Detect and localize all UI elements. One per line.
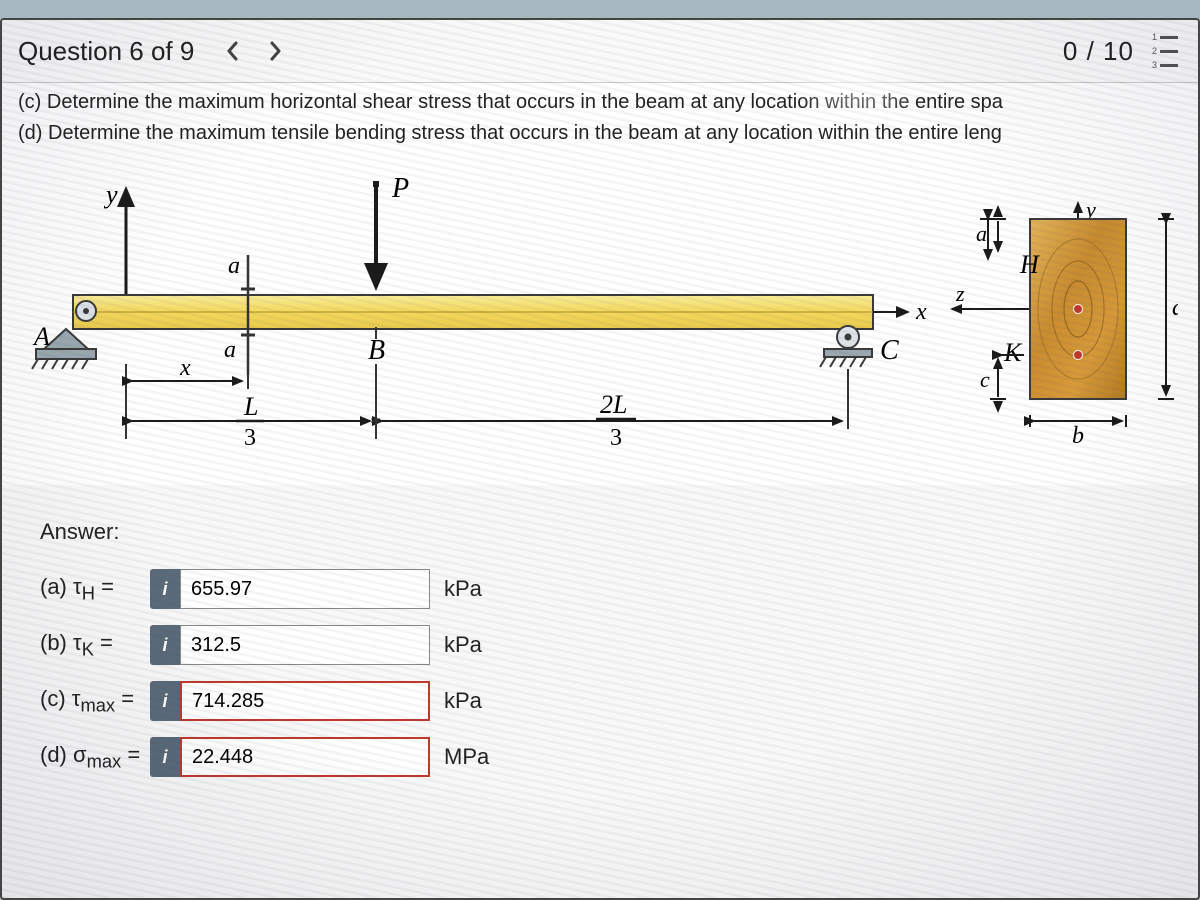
- answer-unit: kPa: [444, 632, 482, 658]
- beam-figure: y P x a a: [18, 159, 1182, 469]
- label-A: A: [32, 322, 50, 351]
- label-L3-top: L: [243, 392, 258, 421]
- label-c-cs: c: [980, 367, 990, 392]
- answer-input[interactable]: [180, 569, 430, 609]
- label-L3-bot: 3: [244, 425, 256, 451]
- question-nav: [218, 36, 290, 66]
- label-x-dim: x: [179, 355, 191, 381]
- svg-text:*: *: [370, 411, 381, 436]
- question-text-c: (c) Determine the maximum horizontal she…: [18, 89, 1182, 116]
- answer-unit: kPa: [444, 576, 482, 602]
- label-a-bot: a: [224, 337, 236, 363]
- info-icon[interactable]: i: [150, 681, 180, 721]
- answer-row: (c) τmax =i kPa: [40, 681, 1182, 721]
- answer-input[interactable]: [180, 737, 430, 777]
- label-2L3-bot: 3: [610, 425, 622, 451]
- label-d: d: [1172, 295, 1178, 321]
- label-H: H: [1019, 250, 1040, 279]
- label-z: z: [955, 281, 965, 306]
- label-B: B: [368, 335, 385, 366]
- support-C: [820, 326, 872, 367]
- label-x-axis: x: [915, 299, 927, 325]
- chevron-right-icon: [267, 41, 283, 61]
- question-header: Question 6 of 9 0 / 10 1 2 3: [2, 20, 1198, 83]
- label-a-cs: a: [976, 221, 987, 246]
- label-2L3-top: 2L: [600, 390, 627, 419]
- label-b: b: [1072, 423, 1084, 449]
- menu-button[interactable]: 1 2 3: [1148, 28, 1182, 74]
- answer-key: (b) τK =: [40, 630, 150, 660]
- answer-unit: kPa: [444, 688, 482, 714]
- chevron-left-icon: [225, 41, 241, 61]
- answer-row: (d) σmax =i MPa: [40, 737, 1182, 777]
- label-a-top: a: [228, 253, 240, 279]
- answer-row: (b) τK =i kPa: [40, 625, 1182, 665]
- answer-heading: Answer:: [40, 519, 1182, 545]
- label-P: P: [391, 173, 409, 204]
- question-title: Question 6 of 9: [18, 36, 194, 67]
- answer-input[interactable]: [180, 625, 430, 665]
- app-frame: Question 6 of 9 0 / 10 1 2 3 (c) Determi…: [0, 18, 1200, 900]
- info-icon[interactable]: i: [150, 569, 180, 609]
- label-K: K: [1003, 338, 1023, 367]
- label-C: C: [880, 335, 899, 366]
- question-text-d: (d) Determine the maximum tensile bendin…: [18, 120, 1182, 147]
- answer-key: (c) τmax =: [40, 686, 150, 716]
- score-display: 0 / 10: [1063, 36, 1134, 67]
- answer-unit: MPa: [444, 744, 489, 770]
- question-body: (c) Determine the maximum horizontal she…: [2, 83, 1198, 485]
- answer-key: (d) σmax =: [40, 742, 150, 772]
- answer-row: (a) τH =i kPa: [40, 569, 1182, 609]
- answer-input[interactable]: [180, 681, 430, 721]
- answer-section: Answer: (a) τH =ikPa(b) τK =ikPa(c) τmax…: [2, 485, 1198, 805]
- info-icon[interactable]: i: [150, 737, 180, 777]
- prev-question-button[interactable]: [218, 36, 248, 66]
- answer-key: (a) τH =: [40, 574, 150, 604]
- info-icon[interactable]: i: [150, 625, 180, 665]
- label-y: y: [103, 180, 118, 209]
- next-question-button[interactable]: [260, 36, 290, 66]
